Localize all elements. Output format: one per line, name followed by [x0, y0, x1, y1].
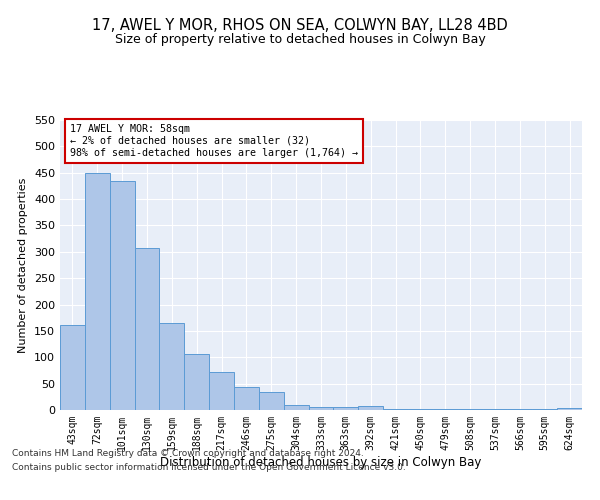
- Bar: [184, 354, 209, 410]
- Bar: [234, 388, 259, 410]
- Bar: [284, 404, 308, 410]
- Bar: [110, 180, 134, 410]
- Bar: [209, 372, 234, 410]
- Bar: [60, 324, 85, 410]
- X-axis label: Distribution of detached houses by size in Colwyn Bay: Distribution of detached houses by size …: [160, 456, 482, 468]
- Bar: [557, 408, 582, 410]
- Bar: [85, 172, 110, 410]
- Bar: [134, 248, 160, 410]
- Y-axis label: Number of detached properties: Number of detached properties: [19, 178, 28, 352]
- Bar: [259, 392, 284, 410]
- Text: 17, AWEL Y MOR, RHOS ON SEA, COLWYN BAY, LL28 4BD: 17, AWEL Y MOR, RHOS ON SEA, COLWYN BAY,…: [92, 18, 508, 32]
- Bar: [160, 323, 184, 410]
- Bar: [308, 408, 334, 410]
- Text: Contains HM Land Registry data © Crown copyright and database right 2024.: Contains HM Land Registry data © Crown c…: [12, 448, 364, 458]
- Bar: [358, 406, 383, 410]
- Text: Contains public sector information licensed under the Open Government Licence v3: Contains public sector information licen…: [12, 464, 406, 472]
- Bar: [334, 408, 358, 410]
- Bar: [383, 409, 408, 410]
- Text: Size of property relative to detached houses in Colwyn Bay: Size of property relative to detached ho…: [115, 32, 485, 46]
- Text: 17 AWEL Y MOR: 58sqm
← 2% of detached houses are smaller (32)
98% of semi-detach: 17 AWEL Y MOR: 58sqm ← 2% of detached ho…: [70, 124, 358, 158]
